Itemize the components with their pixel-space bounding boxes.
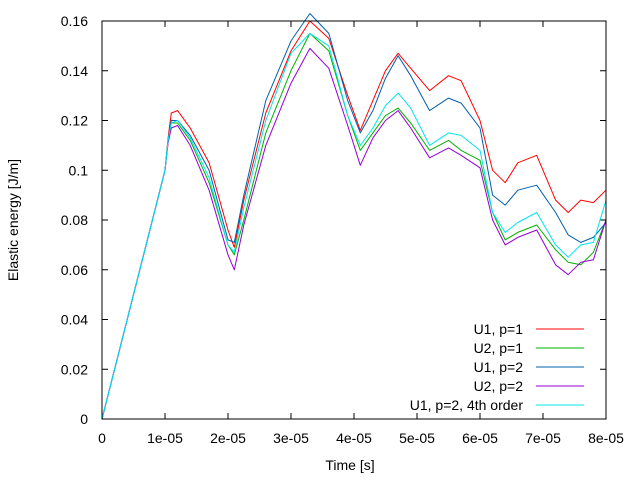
- x-axis-label: Time [s]: [325, 457, 374, 473]
- x-tick-label: 3e-05: [273, 430, 309, 446]
- series-line-3: [101, 13, 607, 420]
- axis-ticks: 0 1e-05 2e-05 3e-05 4e-05 5e-05 6e-05 7e-05 8e-0…: [61, 13, 624, 446]
- legend: U1, p=1 U2, p=1 U1, p=2 U2, p=2 U1, p=2, 4th…: [410, 321, 584, 413]
- y-tick-label: 0.08: [61, 212, 88, 228]
- y-tick-label: 0.1: [69, 162, 89, 178]
- x-tick-label: 1e-05: [147, 430, 183, 446]
- series-line-5: [101, 32, 607, 420]
- series-layer: [101, 13, 607, 420]
- y-axis-label: Elastic energy [J/m]: [5, 159, 21, 281]
- x-tick-label: 8e-05: [588, 430, 624, 446]
- y-tick-label: 0.02: [61, 361, 88, 377]
- y-tick-label: 0.04: [61, 312, 88, 328]
- y-tick-label: 0.16: [61, 13, 88, 29]
- series-line-1: [101, 20, 607, 420]
- y-tick-label: 0: [80, 411, 88, 427]
- x-tick-label: 4e-05: [336, 430, 372, 446]
- x-tick-label: 7e-05: [525, 430, 561, 446]
- legend-label: U2, p=2: [474, 378, 524, 394]
- plot-frame: [101, 20, 607, 420]
- x-tick-label: 2e-05: [210, 430, 246, 446]
- legend-label: U1, p=1: [474, 321, 524, 337]
- series-line-2: [101, 32, 607, 420]
- legend-label: U1, p=2, 4th order: [410, 397, 524, 413]
- x-tick-label: 0: [98, 430, 106, 446]
- x-tick-label: 5e-05: [399, 430, 435, 446]
- legend-label: U2, p=1: [474, 340, 524, 356]
- legend-label: U1, p=2: [474, 359, 524, 375]
- x-tick-label: 6e-05: [462, 430, 498, 446]
- y-tick-label: 0.14: [61, 63, 88, 79]
- y-tick-label: 0.06: [61, 262, 88, 278]
- y-tick-label: 0.12: [61, 113, 88, 129]
- series-line-4: [101, 47, 607, 420]
